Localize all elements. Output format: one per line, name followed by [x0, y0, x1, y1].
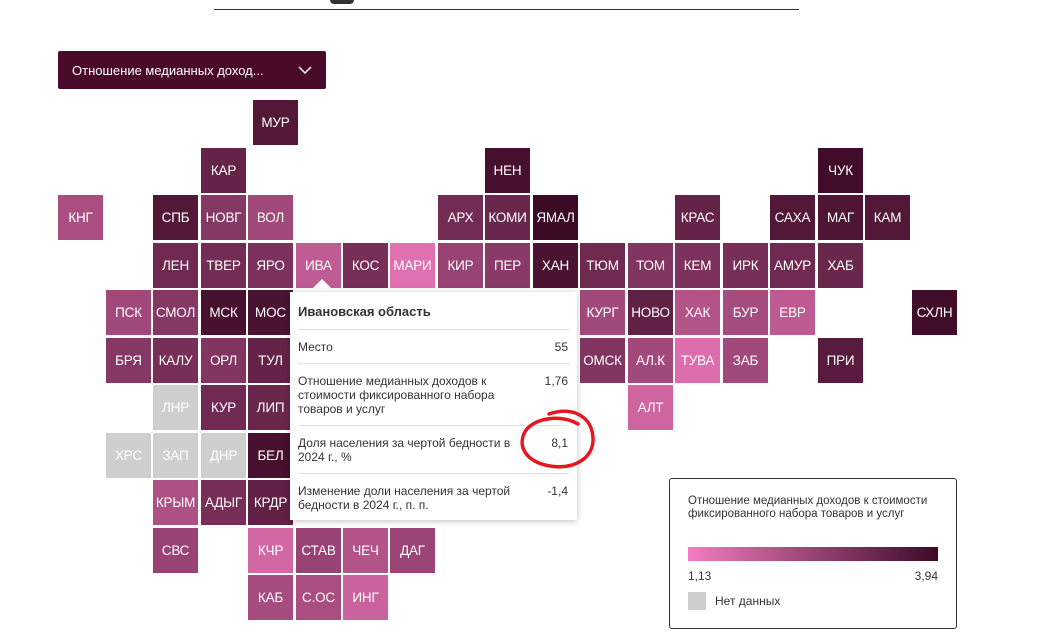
region-tile[interactable]: КИР — [438, 243, 483, 288]
tooltip-row-poverty-change: Изменение доли населения за чертой бедно… — [298, 474, 569, 521]
region-tile[interactable]: АРХ — [438, 195, 483, 240]
region-tile[interactable]: КРДР — [248, 480, 293, 525]
region-tile[interactable]: КАР — [201, 148, 246, 193]
region-tile[interactable]: МСК — [201, 290, 246, 335]
map-legend: Отношение медианных доходов к стоимости … — [669, 478, 957, 629]
region-tile[interactable]: ЗАП — [153, 433, 198, 478]
region-tile[interactable]: ПСК — [106, 290, 151, 335]
indicator-dropdown[interactable]: Отношение медианных доход... — [58, 51, 326, 89]
legend-min: 1,13 — [688, 569, 712, 583]
region-tile[interactable]: КУРГ — [580, 290, 625, 335]
region-tile[interactable]: НЕН — [485, 148, 530, 193]
region-tile[interactable]: МОС — [248, 290, 293, 335]
region-tile[interactable]: БРЯ — [106, 338, 151, 383]
region-tile[interactable]: АДЫГ — [201, 480, 246, 525]
region-tile[interactable]: ВОЛ — [248, 195, 293, 240]
region-tile[interactable]: ХАБ — [818, 243, 863, 288]
region-tile[interactable]: ЯМАЛ — [533, 195, 578, 240]
region-tile[interactable]: ЛНР — [153, 385, 198, 430]
region-tooltip: Ивановская область Место 55 Отношение ме… — [290, 292, 577, 520]
chevron-down-icon — [298, 65, 312, 75]
region-tile[interactable]: СТАВ — [296, 528, 341, 573]
region-tile[interactable]: ЛЕН — [153, 243, 198, 288]
tooltip-arrow — [309, 279, 335, 292]
region-tile[interactable]: КЕМ — [675, 243, 720, 288]
tooltip-label: Изменение доли населения за чертой бедно… — [298, 484, 511, 512]
tooltip-label: Отношение медианных доходов к стоимости … — [298, 374, 495, 416]
region-tile[interactable]: КРЫМ — [153, 480, 198, 525]
region-tile[interactable]: КАБ — [248, 575, 293, 620]
region-tile[interactable]: ПРИ — [818, 338, 863, 383]
region-tile[interactable]: ТВЕР — [201, 243, 246, 288]
region-tile[interactable]: АМУР — [770, 243, 815, 288]
region-tile[interactable]: САХА — [770, 195, 815, 240]
region-tile[interactable]: ДАГ — [390, 528, 435, 573]
region-tile[interactable]: МАГ — [818, 195, 863, 240]
region-tile[interactable]: АЛТ — [628, 385, 673, 430]
region-tile[interactable]: НОВГ — [201, 195, 246, 240]
no-data-label: Нет данных — [715, 594, 781, 608]
region-tile[interactable]: КОМИ — [485, 195, 530, 240]
region-tile[interactable]: С.ОС — [296, 575, 341, 620]
region-tile[interactable]: ПЕР — [485, 243, 530, 288]
region-tile[interactable]: ЗАБ — [723, 338, 768, 383]
region-tile[interactable]: ДНР — [201, 433, 246, 478]
region-tile[interactable]: СПБ — [153, 195, 198, 240]
tooltip-row-income-ratio: Отношение медианных доходов к стоимости … — [298, 364, 569, 426]
region-tile[interactable]: ХАН — [533, 243, 578, 288]
region-tile[interactable]: ХАК — [675, 290, 720, 335]
region-tile[interactable]: АЛ.К — [628, 338, 673, 383]
region-tile[interactable]: КАМ — [865, 195, 910, 240]
legend-gradient — [688, 547, 938, 561]
region-tile[interactable]: ТУЛ — [248, 338, 293, 383]
tooltip-row-poverty-share: Доля населения за чертой бедности в 2024… — [298, 426, 569, 474]
region-tile[interactable]: МАРИ — [390, 243, 435, 288]
region-tile[interactable]: ХРС — [106, 433, 151, 478]
tooltip-label: Доля населения за чертой бедности в 2024… — [298, 436, 511, 464]
region-tile[interactable]: БУР — [723, 290, 768, 335]
region-tile[interactable]: КЧР — [248, 528, 293, 573]
region-tile[interactable]: ТУВА — [675, 338, 720, 383]
region-tile[interactable]: ОМСК — [580, 338, 625, 383]
region-tile[interactable]: ОРЛ — [201, 338, 246, 383]
region-tile[interactable]: БЕЛ — [248, 433, 293, 478]
tooltip-value: 1,76 — [544, 374, 568, 388]
region-tile[interactable]: ЕВР — [770, 290, 815, 335]
region-tile[interactable]: ЧУК — [818, 148, 863, 193]
tooltip-value: -1,4 — [547, 484, 568, 498]
legend-max: 3,94 — [914, 569, 938, 583]
region-tile[interactable]: СВС — [153, 528, 198, 573]
tooltip-title: Ивановская область — [298, 292, 569, 330]
region-tile[interactable]: НОВО — [628, 290, 673, 335]
region-tile[interactable]: КАЛУ — [153, 338, 198, 383]
tooltip-value: 8,1 — [551, 436, 568, 450]
region-tile[interactable]: КРАС — [675, 195, 720, 240]
tooltip-value: 55 — [554, 340, 568, 354]
region-tile[interactable]: КНГ — [58, 195, 103, 240]
region-tile[interactable]: СХЛН — [912, 290, 957, 335]
no-data-swatch — [688, 592, 706, 610]
tooltip-label: Место — [298, 340, 333, 354]
header-mark — [330, 0, 354, 4]
region-tile[interactable]: МУР — [253, 100, 298, 145]
region-tile[interactable]: КУР — [201, 385, 246, 430]
region-tile[interactable]: ЯРО — [248, 243, 293, 288]
legend-title: Отношение медианных доходов к стоимости … — [688, 495, 928, 520]
region-tile[interactable]: ИНГ — [343, 575, 388, 620]
indicator-dropdown-label: Отношение медианных доход... — [72, 62, 264, 78]
region-tile[interactable]: ЛИП — [248, 385, 293, 430]
region-tile[interactable]: ТОМ — [628, 243, 673, 288]
tooltip-row-rank: Место 55 — [298, 330, 569, 364]
header-divider — [214, 9, 799, 10]
region-tile[interactable]: КОС — [343, 243, 388, 288]
region-tile[interactable]: СМОЛ — [153, 290, 198, 335]
region-tile[interactable]: ИРК — [723, 243, 768, 288]
region-tile[interactable]: ТЮМ — [580, 243, 625, 288]
region-tile[interactable]: ЧЕЧ — [343, 528, 388, 573]
